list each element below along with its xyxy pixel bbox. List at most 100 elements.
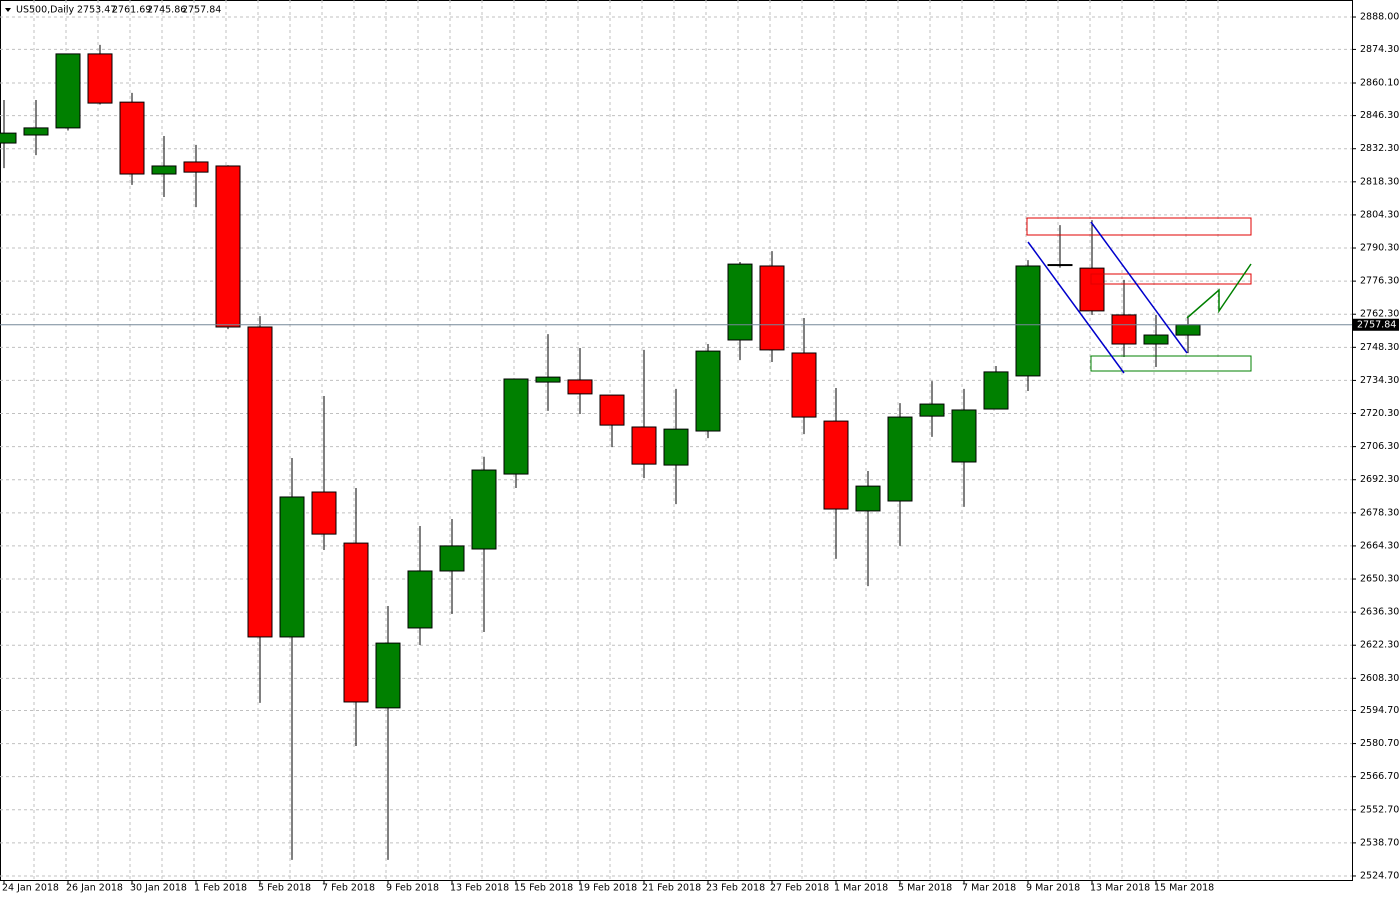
candle-body	[151, 165, 177, 175]
y-tick-label: 2860.10	[1360, 77, 1399, 88]
candle-body	[471, 469, 497, 550]
candle-body	[183, 161, 209, 173]
candle-body	[1079, 267, 1105, 312]
y-tick-label: 2608.30	[1360, 673, 1399, 684]
symbol: US500,Daily	[16, 5, 75, 16]
x-tick-label: 27 Feb 2018	[770, 883, 829, 894]
candle-body	[727, 263, 753, 341]
support-zone	[1090, 355, 1252, 372]
candle-body	[951, 409, 977, 463]
candle-body	[247, 326, 273, 638]
x-tick-label: 1 Mar 2018	[834, 883, 888, 894]
x-tick-label: 5 Feb 2018	[258, 883, 311, 894]
x-tick-label: 19 Feb 2018	[578, 883, 637, 894]
y-tick-label: 2734.30	[1360, 375, 1399, 386]
y-tick-label: 2552.70	[1360, 804, 1399, 815]
header: US500,Daily 2753.47 2761.69 2745.86 2757…	[5, 5, 221, 16]
candle-body	[663, 428, 689, 466]
candle-body	[1111, 314, 1137, 345]
price-label-box	[1353, 318, 1399, 331]
y-tick-label: 2566.70	[1360, 771, 1399, 782]
x-tick-label: 7 Feb 2018	[322, 883, 375, 894]
y-tick-label: 2664.30	[1360, 540, 1399, 551]
candles	[0, 44, 1352, 860]
axes: 2888.00 2874.30 2860.10 2846.30 2832.30 2818.…	[2, 12, 1399, 894]
candle-body	[503, 378, 529, 475]
y-tick-label: 2846.30	[1360, 110, 1399, 121]
y-tick-label: 2776.30	[1360, 276, 1399, 287]
candle-body	[791, 352, 817, 418]
y-tick-label: 2832.30	[1360, 143, 1399, 154]
candle-body	[119, 101, 145, 175]
x-tick-label: 9 Mar 2018	[1026, 883, 1080, 894]
candle-body	[1047, 264, 1073, 267]
candle-body	[1143, 334, 1169, 345]
y-tick-label: 2790.30	[1360, 243, 1399, 254]
candle-body	[695, 350, 721, 432]
candle-body	[311, 491, 337, 535]
candle-body	[599, 394, 625, 426]
candle-body	[279, 496, 305, 638]
candle-body	[855, 485, 881, 512]
header-low: 2745.86	[147, 5, 186, 16]
y-tick-label: 2538.70	[1360, 837, 1399, 848]
x-tick-label: 5 Mar 2018	[898, 883, 952, 894]
resistance-zone	[1090, 273, 1252, 285]
x-tick-label: 23 Feb 2018	[706, 883, 765, 894]
candle-body	[1015, 265, 1041, 377]
candle-body	[0, 132, 17, 144]
header-open: 2753.47	[77, 5, 116, 16]
candle-body	[55, 53, 81, 129]
grid	[0, 0, 1352, 880]
candle-body	[919, 403, 945, 417]
candle-body	[375, 642, 401, 709]
x-tick-label: 1 Feb 2018	[194, 883, 247, 894]
y-tick-label: 2580.70	[1360, 738, 1399, 749]
x-tick-label: 15 Mar 2018	[1154, 883, 1214, 894]
x-tick-label: 15 Feb 2018	[514, 883, 573, 894]
header-high: 2761.69	[112, 5, 151, 16]
candle-body	[215, 165, 241, 328]
x-tick-label: 21 Feb 2018	[642, 883, 701, 894]
resistance-zone	[1026, 217, 1252, 236]
y-tick-label: 2888.00	[1360, 12, 1399, 23]
candle-body	[887, 416, 913, 502]
y-tick-label: 2804.30	[1360, 209, 1399, 220]
price-label: 2757.84	[1357, 319, 1396, 330]
y-tick-label: 2622.30	[1360, 640, 1399, 651]
candle-body	[1175, 324, 1201, 336]
candle-body	[343, 542, 369, 703]
x-tick-label: 13 Feb 2018	[450, 883, 509, 894]
channel-line	[1090, 221, 1188, 354]
x-tick-label: 13 Mar 2018	[1090, 883, 1150, 894]
y-tick-label: 2762.30	[1360, 309, 1399, 320]
projection-path	[1186, 263, 1252, 319]
header-icon	[5, 8, 11, 12]
y-tick-label: 2650.30	[1360, 574, 1399, 585]
y-tick-label: 2874.30	[1360, 44, 1399, 55]
x-tick-label: 7 Mar 2018	[962, 883, 1016, 894]
candle-body	[631, 426, 657, 465]
candle-body	[439, 545, 465, 572]
y-tick-label: 2720.30	[1360, 408, 1399, 419]
y-tick-label: 2678.30	[1360, 507, 1399, 518]
drawings	[1026, 217, 1252, 374]
candle-body	[567, 379, 593, 395]
y-tick-label: 2594.70	[1360, 705, 1399, 716]
candle-body	[983, 371, 1009, 410]
candle-body	[407, 570, 433, 629]
y-tick-label: 2748.30	[1360, 342, 1399, 353]
candle-body	[87, 53, 113, 104]
candle-body	[23, 127, 49, 136]
x-tick-label: 30 Jan 2018	[130, 883, 187, 894]
x-tick-label: 26 Jan 2018	[66, 883, 123, 894]
header-close: 2757.84	[182, 5, 221, 16]
y-tick-label: 2706.30	[1360, 441, 1399, 452]
candle-body	[823, 420, 849, 510]
channel-line	[1027, 241, 1125, 374]
candle-body	[535, 376, 561, 383]
y-tick-label: 2636.30	[1360, 607, 1399, 618]
x-tick-label: 24 Jan 2018	[2, 883, 59, 894]
y-tick-label: 2524.70	[1360, 870, 1399, 881]
